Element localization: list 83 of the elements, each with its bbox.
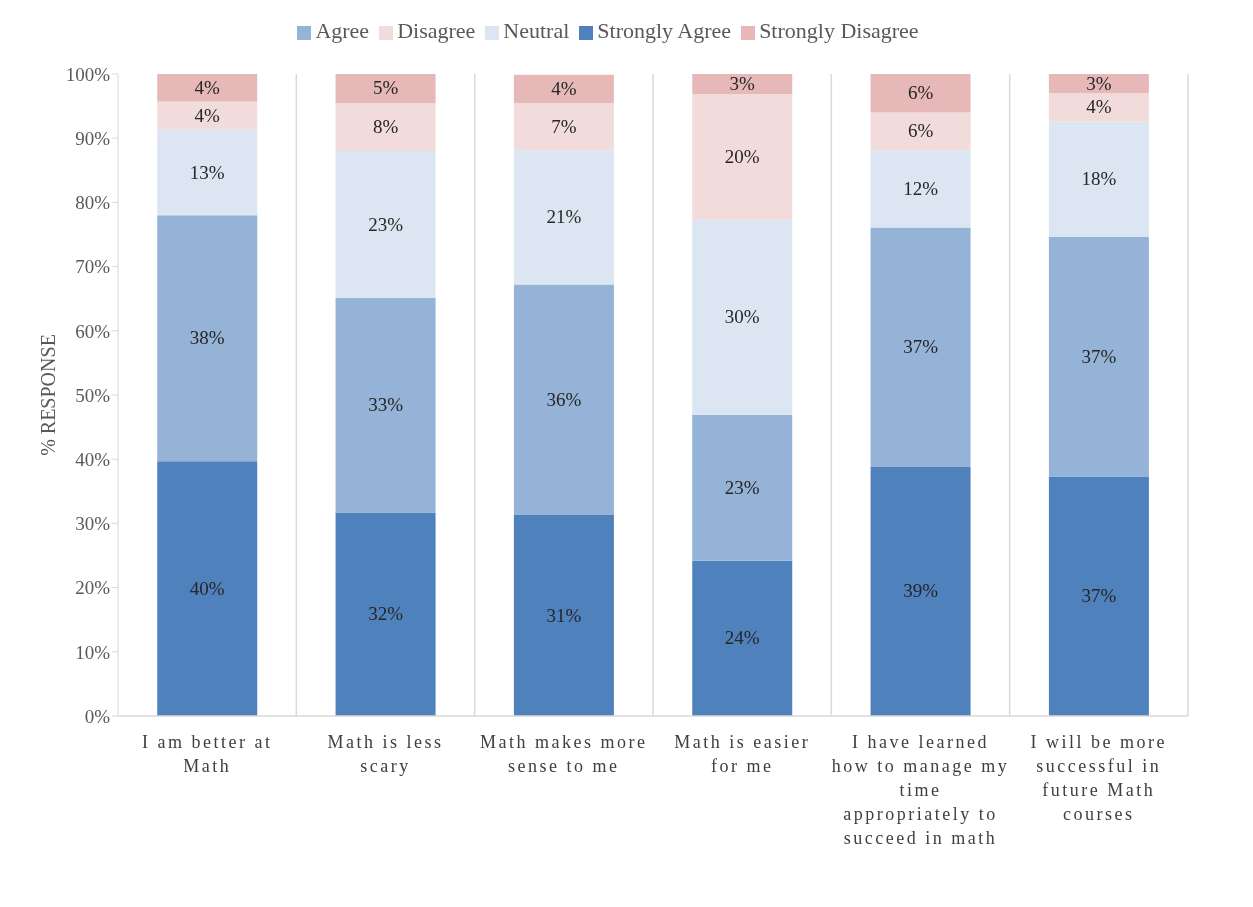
legend-label: Agree (315, 18, 370, 43)
bar (335, 298, 436, 513)
data-label: 31% (546, 604, 582, 626)
data-label: 4% (194, 104, 221, 126)
y-tick-label: 60% (75, 320, 111, 342)
bar (870, 112, 971, 151)
data-label: 6% (907, 120, 934, 142)
x-tick-label: I have learned how to manage my time appropriately to succeed in math (831, 732, 1010, 848)
bar (870, 227, 971, 467)
bar (157, 101, 258, 130)
y-tick-label: 90% (75, 127, 111, 149)
bar (692, 93, 793, 220)
bar (1048, 74, 1149, 94)
data-label: 8% (372, 115, 399, 137)
data-label: 24% (724, 627, 760, 649)
bar (1048, 93, 1149, 122)
data-label: 20% (724, 145, 760, 167)
data-label: 3% (729, 72, 756, 94)
x-tick-label: Math makes more sense to me (480, 732, 648, 776)
bar (1048, 237, 1149, 477)
data-label: 23% (368, 213, 404, 235)
data-label: 4% (194, 76, 221, 98)
y-tick-label: 0% (84, 705, 111, 727)
bar (157, 74, 258, 102)
bar (335, 74, 436, 103)
y-tick-label: 20% (75, 577, 111, 599)
bar (157, 215, 258, 462)
data-label: 7% (551, 115, 577, 137)
y-tick-label: 70% (75, 256, 111, 278)
data-label: 4% (1086, 96, 1112, 118)
bar (692, 414, 793, 561)
x-tick-label: Math is less scary (327, 732, 444, 776)
data-label: 33% (368, 394, 404, 416)
bar (335, 151, 436, 299)
data-label: 30% (724, 306, 760, 328)
bar (335, 512, 436, 716)
data-label: 13% (189, 161, 225, 183)
legend-label: Strongly Disagree (759, 18, 919, 43)
data-label: 3% (1086, 72, 1112, 94)
legend-label: Neutral (503, 18, 570, 43)
data-label: 38% (189, 327, 225, 349)
y-tick-label: 10% (75, 641, 111, 663)
bar (513, 284, 614, 516)
bar (692, 560, 793, 716)
bar (1048, 121, 1149, 238)
y-tick-label: 100% (65, 63, 111, 85)
bar (870, 466, 971, 716)
data-label: 23% (724, 476, 760, 498)
bar (513, 102, 614, 151)
bar (513, 150, 614, 285)
bar (870, 74, 971, 113)
data-label: 18% (1081, 168, 1117, 190)
y-tick-label: 30% (75, 513, 111, 535)
data-label: 5% (372, 77, 399, 99)
bar (513, 74, 614, 103)
bar (335, 102, 436, 152)
data-label: 6% (907, 82, 934, 104)
bar (157, 461, 258, 716)
legend-label: Disagree (397, 18, 476, 43)
data-label: 12% (903, 177, 939, 199)
data-label: 40% (189, 577, 225, 599)
bar (513, 515, 614, 716)
y-tick-label: 80% (75, 192, 111, 214)
data-label: 37% (1081, 345, 1117, 367)
x-tick-label: I will be more successful in future Math courses (1030, 732, 1168, 824)
y-tick-label: 40% (75, 448, 111, 470)
bar (870, 150, 971, 228)
data-label: 4% (551, 77, 577, 99)
bar (1048, 476, 1149, 716)
x-tick-label: I am better at Math (141, 732, 273, 776)
bar (692, 219, 793, 415)
data-label: 37% (1081, 585, 1117, 607)
x-tick-label: Math is easier for me (674, 732, 811, 776)
bar (692, 74, 793, 94)
y-axis-title: % RESPONSE (37, 334, 60, 456)
data-label: 21% (546, 206, 582, 228)
data-label: 36% (546, 388, 582, 410)
bar (157, 129, 258, 216)
data-label: 39% (903, 580, 939, 602)
y-tick-label: 50% (75, 384, 111, 406)
data-label: 37% (903, 336, 939, 358)
legend-label: Strongly Agree (597, 18, 732, 43)
data-label: 32% (368, 603, 404, 625)
